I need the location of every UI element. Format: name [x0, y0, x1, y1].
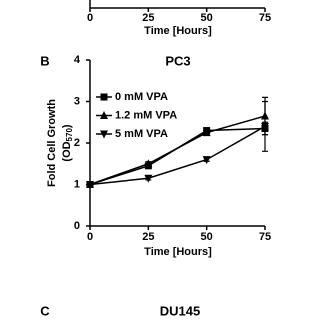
- x-tick-label: 0: [87, 12, 93, 24]
- marker: [86, 181, 94, 189]
- unit-suffix: ): [61, 124, 73, 128]
- legend-label: 5 mM VPA: [115, 128, 168, 140]
- y-tick-label: 1: [74, 178, 80, 190]
- marker: [202, 128, 211, 137]
- y-axis-unit: (OD570): [61, 124, 74, 162]
- x-tick-label: 25: [142, 231, 154, 243]
- chart-title: DU145: [160, 303, 200, 318]
- panel-label: C: [40, 303, 50, 318]
- unit-subscript: 570: [65, 128, 74, 142]
- x-axis-title: Time [Hours]: [144, 25, 212, 37]
- panel-label: B: [40, 53, 49, 68]
- legend-marker: [100, 93, 108, 101]
- marker: [261, 122, 269, 131]
- marker: [144, 174, 153, 183]
- x-tick-label: 0: [87, 231, 93, 243]
- legend-label: 0 mM VPA: [115, 91, 168, 103]
- y-tick-label: 2: [74, 137, 80, 149]
- y-tick-label: 3: [74, 95, 80, 107]
- y-tick-label: 4: [74, 54, 81, 66]
- x-axis-title: Time [Hours]: [144, 246, 212, 258]
- legend-marker: [100, 130, 108, 139]
- x-tick-label: 50: [201, 12, 213, 24]
- x-tick-label: 50: [201, 231, 213, 243]
- series-line: [89, 125, 266, 186]
- marker: [202, 156, 211, 165]
- y-tick-label: 0: [74, 220, 80, 232]
- unit-prefix: (OD: [61, 141, 73, 161]
- series-line: [89, 115, 266, 186]
- chart-title: PC3: [165, 53, 190, 68]
- x-tick-label: 25: [142, 12, 154, 24]
- legend-marker: [100, 111, 108, 119]
- x-tick-label: 75: [259, 12, 271, 24]
- y-axis-title: Fold Cell Growth: [46, 99, 58, 187]
- legend-label: 1.2 mM VPA: [115, 109, 177, 121]
- marker: [144, 159, 153, 168]
- x-tick-label: 75: [259, 231, 271, 243]
